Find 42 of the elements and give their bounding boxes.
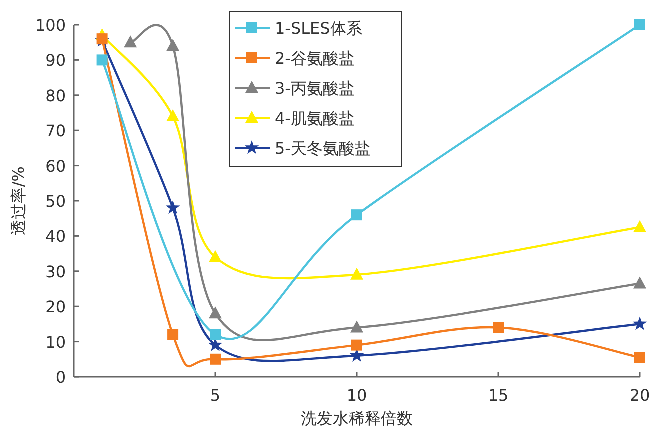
x-tick-label: 5 xyxy=(210,386,221,405)
point xyxy=(634,276,646,289)
point xyxy=(634,20,646,30)
point xyxy=(166,39,180,52)
point xyxy=(350,320,364,333)
legend-label: 3-丙氨酸盐 xyxy=(275,79,355,98)
x-tick-label: 15 xyxy=(488,386,509,405)
legend-label: 5-天冬氨酸盐 xyxy=(275,139,371,158)
y-tick-label: 80 xyxy=(46,86,66,106)
point xyxy=(352,210,362,221)
point xyxy=(209,306,222,319)
y-tick-label: 10 xyxy=(46,332,66,352)
point xyxy=(493,322,504,334)
point xyxy=(166,200,180,214)
point xyxy=(632,316,648,330)
point xyxy=(96,54,108,66)
x-axis-title: 洗发水稀释倍数 xyxy=(301,409,413,428)
y-tick-label: 90 xyxy=(46,51,66,70)
point xyxy=(166,110,180,122)
point xyxy=(350,268,364,280)
y-tick-label: 100 xyxy=(35,16,66,35)
y-axis-title: 透过率/% xyxy=(9,166,28,236)
y-tick-label: 30 xyxy=(46,262,66,282)
y-tick-label: 50 xyxy=(46,192,66,211)
point xyxy=(634,352,646,364)
y-tick-label: 60 xyxy=(46,156,66,176)
x-tick-label: 20 xyxy=(630,386,650,405)
point xyxy=(210,354,221,365)
point xyxy=(210,329,221,340)
y-tick-label: 70 xyxy=(46,122,66,141)
point xyxy=(124,36,138,48)
legend-label: 4-肌氨酸盐 xyxy=(275,109,355,128)
y-tick-label: 0 xyxy=(56,368,66,387)
y-tick-label: 40 xyxy=(46,227,66,246)
point xyxy=(209,250,222,262)
legend-label: 1-SLES体系 xyxy=(275,19,362,38)
y-tick-label: 20 xyxy=(46,298,66,317)
point xyxy=(168,329,179,340)
point xyxy=(352,340,362,351)
x-tick-label: 10 xyxy=(346,386,368,405)
legend-label: 2-谷氨酸盐 xyxy=(275,49,355,68)
point xyxy=(634,220,646,232)
